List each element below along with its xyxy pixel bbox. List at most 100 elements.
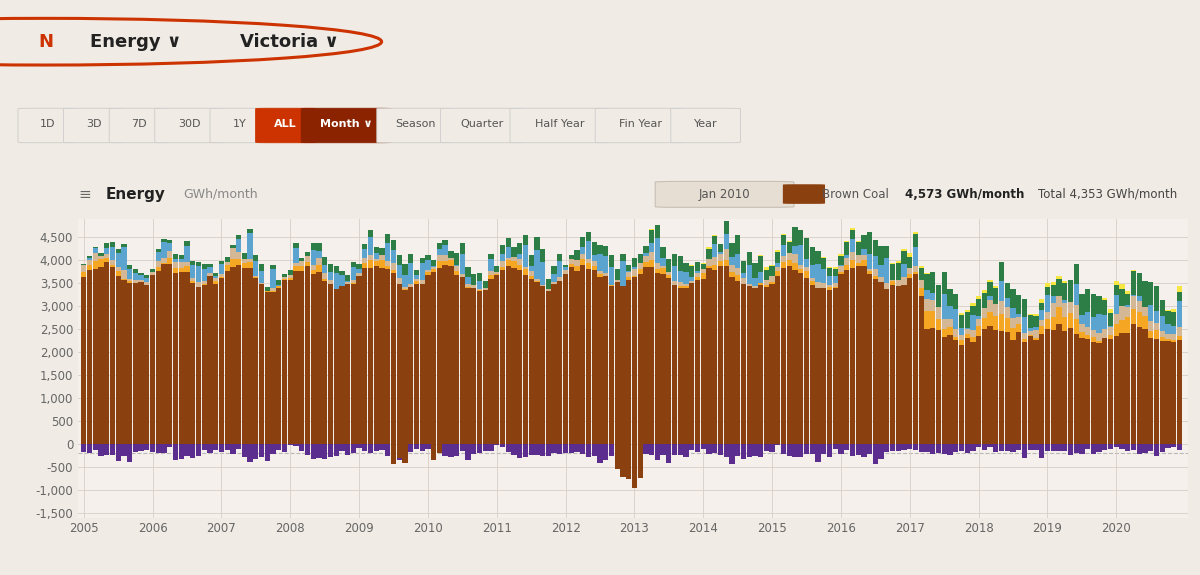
Bar <box>936 307 941 319</box>
FancyBboxPatch shape <box>377 108 455 143</box>
Bar <box>196 282 202 286</box>
Bar <box>924 274 930 290</box>
Bar <box>839 444 844 454</box>
Bar <box>190 278 196 281</box>
Bar <box>1039 334 1044 444</box>
Bar <box>414 279 419 281</box>
Bar <box>391 270 396 273</box>
Bar <box>305 262 310 266</box>
Bar <box>1136 273 1142 297</box>
Bar <box>844 444 850 450</box>
Bar <box>259 271 264 282</box>
Bar <box>924 444 930 452</box>
Bar <box>179 268 184 272</box>
Bar <box>402 275 408 288</box>
Bar <box>454 253 460 265</box>
Bar <box>919 289 924 296</box>
Bar <box>608 444 614 456</box>
Bar <box>953 337 959 340</box>
Bar <box>224 271 229 444</box>
Bar <box>637 269 643 274</box>
Bar <box>218 261 224 264</box>
Bar <box>866 274 872 444</box>
Bar <box>637 444 643 454</box>
Text: Total 4,353 GWh/month: Total 4,353 GWh/month <box>1038 187 1177 201</box>
Bar <box>334 273 338 289</box>
Bar <box>730 277 734 444</box>
Bar <box>138 273 144 275</box>
Bar <box>781 268 786 444</box>
Bar <box>362 248 367 258</box>
Bar <box>695 280 700 444</box>
Bar <box>982 329 986 444</box>
Bar <box>792 246 798 254</box>
Bar <box>202 284 206 285</box>
Bar <box>362 258 367 263</box>
Bar <box>167 243 173 251</box>
Bar <box>1039 310 1044 320</box>
Bar <box>121 281 126 444</box>
Bar <box>592 261 596 266</box>
Bar <box>156 270 161 444</box>
Bar <box>1120 289 1124 306</box>
FancyBboxPatch shape <box>210 108 270 143</box>
Bar <box>1027 444 1033 450</box>
Bar <box>994 288 998 304</box>
Bar <box>350 284 356 444</box>
Bar <box>1033 338 1039 340</box>
Bar <box>724 266 728 444</box>
Bar <box>1091 336 1096 342</box>
Bar <box>649 444 654 455</box>
Bar <box>631 276 637 277</box>
Bar <box>1148 321 1153 331</box>
Bar <box>500 260 505 267</box>
Bar <box>850 260 856 268</box>
Bar <box>1068 313 1073 328</box>
Bar <box>608 267 614 285</box>
Bar <box>666 444 672 463</box>
Bar <box>373 259 379 260</box>
Bar <box>443 255 448 261</box>
Bar <box>730 272 734 277</box>
Bar <box>775 263 780 267</box>
Bar <box>1033 330 1039 338</box>
Bar <box>356 273 361 275</box>
Bar <box>895 279 901 286</box>
Bar <box>190 265 196 278</box>
Bar <box>804 259 809 267</box>
Bar <box>804 271 809 278</box>
Bar <box>534 282 540 444</box>
Bar <box>214 444 218 450</box>
Bar <box>425 272 431 274</box>
Bar <box>173 254 178 259</box>
Bar <box>971 329 976 337</box>
Bar <box>763 444 769 451</box>
Text: 3D: 3D <box>86 119 101 129</box>
Bar <box>265 292 270 444</box>
Bar <box>402 444 408 454</box>
Bar <box>344 285 350 444</box>
Text: 4,573 GWh/month: 4,573 GWh/month <box>905 187 1025 201</box>
Bar <box>460 254 464 274</box>
FancyBboxPatch shape <box>655 181 794 208</box>
Bar <box>218 278 224 444</box>
Bar <box>1171 309 1176 312</box>
Bar <box>230 267 235 444</box>
Bar <box>185 246 190 262</box>
Bar <box>866 269 872 271</box>
Bar <box>224 444 229 450</box>
Bar <box>259 444 264 457</box>
Bar <box>821 283 827 288</box>
Text: 1Y: 1Y <box>233 119 247 129</box>
Bar <box>839 256 844 265</box>
Bar <box>901 251 907 264</box>
Bar <box>1022 299 1027 316</box>
Bar <box>397 444 402 461</box>
Bar <box>311 274 316 444</box>
Bar <box>311 444 316 458</box>
Bar <box>1120 444 1124 449</box>
Bar <box>976 336 982 444</box>
Bar <box>368 444 373 453</box>
Bar <box>253 275 258 278</box>
Bar <box>270 264 276 269</box>
